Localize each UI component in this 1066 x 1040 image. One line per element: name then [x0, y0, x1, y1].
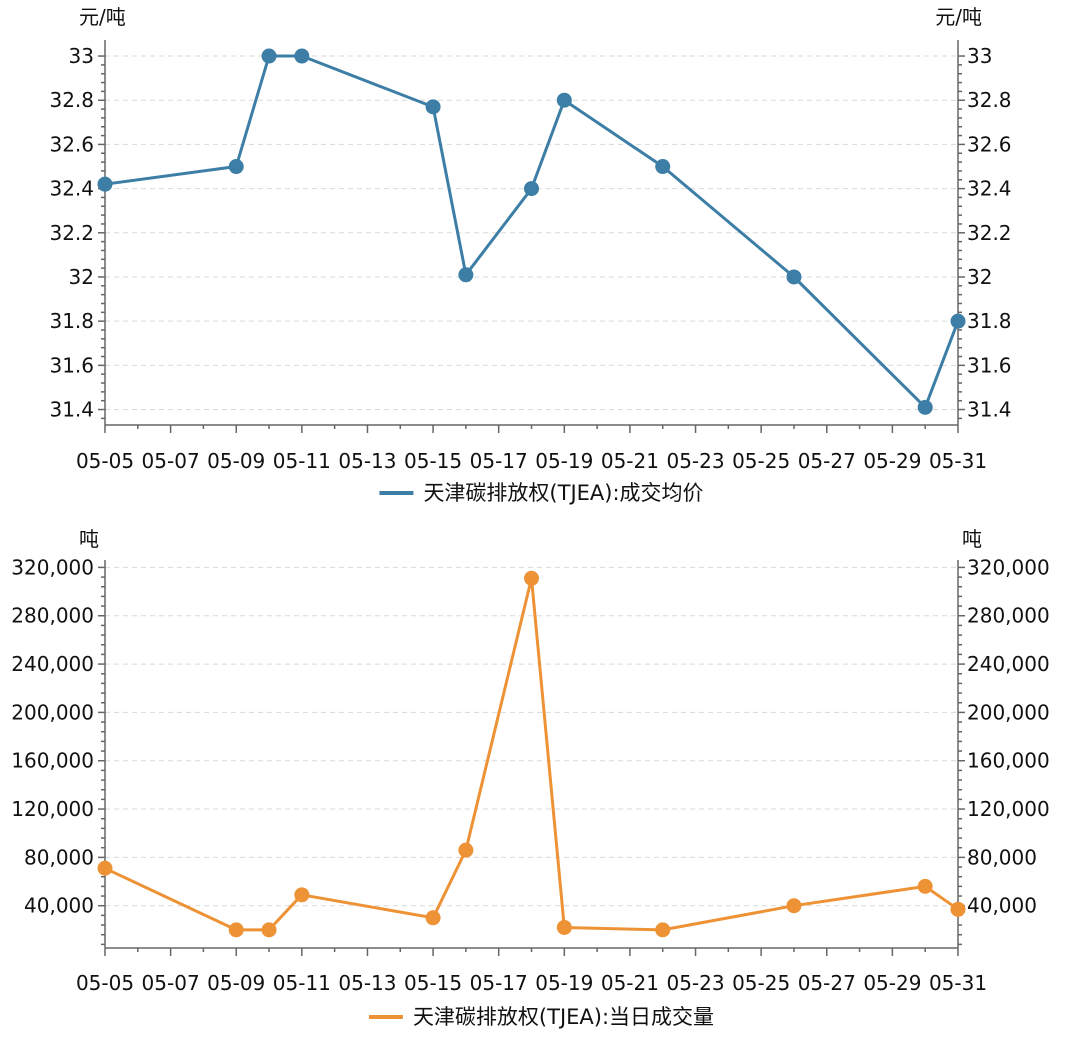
chart1-y-tick-label-right: 31.4: [967, 398, 1012, 422]
chart2-data-point: [97, 860, 113, 876]
chart1-data-point: [556, 92, 572, 108]
chart2-y-tick-label-right: 120,000: [967, 797, 1050, 821]
chart1-y-tick-label-right: 32.2: [967, 221, 1012, 245]
chart1-y-tick-label-right: 31.6: [967, 353, 1012, 377]
chart1-y-tick-label-right: 31.8: [967, 309, 1012, 333]
chart1-y-tick-label-left: 31.6: [49, 353, 94, 377]
chart1-y-tick-label-left: 31.4: [49, 398, 94, 422]
chart2-y-tick-label-right: 240,000: [967, 652, 1050, 676]
chart2-data-point: [556, 919, 572, 935]
chart1-unit-label-left: 元/吨: [79, 5, 126, 29]
chart2-x-tick-label: 05-11: [273, 971, 331, 995]
chart1-group: 31.4 31.4 31.6 31.6 31.8 31.8 32 32 32.2 32.2 32.4…: [49, 5, 1011, 505]
chart2-y-tick-label-right: 80,000: [967, 845, 1037, 869]
chart2-y-tick-label-right: 200,000: [967, 700, 1050, 724]
chart2-data-point: [917, 878, 933, 894]
chart1-data-point: [228, 159, 244, 175]
chart1-y-tick-label-right: 32.4: [967, 177, 1012, 201]
chart1-data-point: [655, 159, 671, 175]
chart1-x-tick-label: 05-11: [273, 449, 331, 473]
chart2-x-tick-label: 05-25: [732, 971, 790, 995]
chart2-y-tick-label-left: 320,000: [11, 555, 94, 579]
chart1-data-point: [524, 181, 539, 197]
chart2-x-tick-label: 05-17: [470, 971, 528, 995]
chart1-y-tick-label-left: 32.2: [49, 221, 94, 245]
chart2-data-point: [524, 570, 539, 586]
chart1-legend-label: 天津碳排放权(TJEA):成交均价: [423, 481, 703, 505]
chart2-data-point: [655, 922, 671, 938]
chart2-group: 40,000 40,000 80,000 80,000 120,000 120,000 16…: [11, 527, 1049, 1029]
chart1-x-tick-label: 05-23: [666, 449, 724, 473]
chart1-y-tick-label-right: 32: [967, 265, 992, 289]
chart2-y-tick-label-right: 280,000: [967, 604, 1050, 628]
chart2-data-point: [228, 922, 244, 938]
chart1-x-tick-label: 05-19: [535, 449, 593, 473]
chart2-x-tick-label: 05-19: [535, 971, 593, 995]
chart1-y-tick-label-left: 33: [69, 44, 94, 68]
chart1-x-tick-label: 05-31: [929, 449, 987, 473]
chart2-x-tick-label: 05-27: [798, 971, 856, 995]
chart2-x-tick-label: 05-29: [863, 971, 921, 995]
chart2-y-tick-label-left: 120,000: [11, 797, 94, 821]
chart2-series-line: [104, 576, 959, 932]
chart2-y-tick-label-left: 80,000: [24, 845, 94, 869]
chart1-data-point: [917, 399, 933, 415]
chart1-x-tick-label: 05-09: [207, 449, 265, 473]
chart1-x-tick-label: 05-17: [470, 449, 528, 473]
chart1-y-tick-label-left: 32.6: [49, 132, 94, 156]
chart2-x-tick-label: 05-09: [207, 971, 265, 995]
chart1-y-tick-label-right: 33: [967, 44, 992, 68]
chart1-data-point: [950, 313, 966, 329]
chart1-data-point: [261, 48, 277, 64]
chart1-y-tick-label-right: 32.8: [967, 88, 1012, 112]
chart2-y-tick-label-left: 280,000: [11, 604, 94, 628]
chart1-data-point: [97, 176, 113, 192]
chart2-y-tick-label-left: 40,000: [24, 894, 94, 918]
chart2-y-tick-label-right: 160,000: [967, 749, 1050, 773]
chart2-data-point: [294, 887, 310, 903]
chart1-x-tick-label: 05-13: [338, 449, 396, 473]
chart1-data-point: [425, 99, 441, 115]
chart2-data-point: [261, 922, 277, 938]
chart1-x-tick-label: 05-25: [732, 449, 790, 473]
chart1-x-tick-label: 05-27: [798, 449, 856, 473]
chart1-x-tick-label: 05-15: [404, 449, 462, 473]
chart1-series-line: [104, 54, 960, 409]
chart2-x-tick-label: 05-23: [666, 971, 724, 995]
chart1-x-tick-label: 05-05: [76, 449, 134, 473]
chart1-data-point: [458, 267, 474, 283]
chart1-x-tick-label: 05-07: [142, 449, 200, 473]
chart2-y-tick-label-right: 40,000: [967, 894, 1037, 918]
chart1-y-tick-label-left: 31.8: [49, 309, 94, 333]
chart1-unit-label-right: 元/吨: [935, 5, 982, 29]
chart1-y-tick-label-right: 32.6: [967, 132, 1012, 156]
chart1-y-tick-label-left: 32: [69, 265, 94, 289]
chart1-data-point: [294, 48, 310, 64]
chart2-x-tick-label: 05-31: [929, 971, 987, 995]
chart2-x-tick-label: 05-13: [338, 971, 396, 995]
chart2-unit-label-right: 吨: [962, 527, 982, 551]
chart2-y-tick-label-left: 160,000: [11, 749, 94, 773]
chart2-y-tick-label-right: 320,000: [967, 555, 1050, 579]
chart1-y-tick-label-left: 32.8: [49, 88, 94, 112]
chart2-data-point: [425, 910, 441, 926]
chart1-y-tick-label-left: 32.4: [49, 177, 94, 201]
chart2-data-point: [786, 898, 802, 914]
chart2-data-point: [950, 901, 966, 917]
chart2-unit-label-left: 吨: [79, 527, 99, 551]
chart1-x-tick-label: 05-21: [601, 449, 659, 473]
chart2-x-tick-label: 05-05: [76, 971, 134, 995]
chart2-legend-label: 天津碳排放权(TJEA):当日成交量: [413, 1005, 714, 1029]
chart2-y-tick-label-left: 200,000: [11, 700, 94, 724]
chart1-data-point: [786, 269, 802, 285]
chart2-data-point: [458, 842, 474, 858]
chart2-x-tick-label: 05-07: [142, 971, 200, 995]
chart1-x-tick-label: 05-29: [863, 449, 921, 473]
chart2-x-tick-label: 05-21: [601, 971, 659, 995]
chart2-y-tick-label-left: 240,000: [11, 652, 94, 676]
chart2-x-tick-label: 05-15: [404, 971, 462, 995]
